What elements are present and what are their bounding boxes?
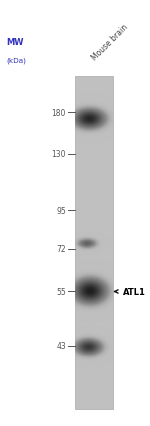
Text: Mouse brain: Mouse brain xyxy=(90,22,130,62)
Text: 72: 72 xyxy=(56,245,66,254)
Text: (kDa): (kDa) xyxy=(6,58,26,64)
Text: ATL1: ATL1 xyxy=(123,287,146,296)
Text: 130: 130 xyxy=(51,150,66,159)
Text: 95: 95 xyxy=(56,206,66,216)
Text: 180: 180 xyxy=(52,108,66,118)
Text: MW: MW xyxy=(6,38,24,47)
Text: 43: 43 xyxy=(56,341,66,351)
Bar xyxy=(75,77,112,409)
Text: 55: 55 xyxy=(56,287,66,296)
